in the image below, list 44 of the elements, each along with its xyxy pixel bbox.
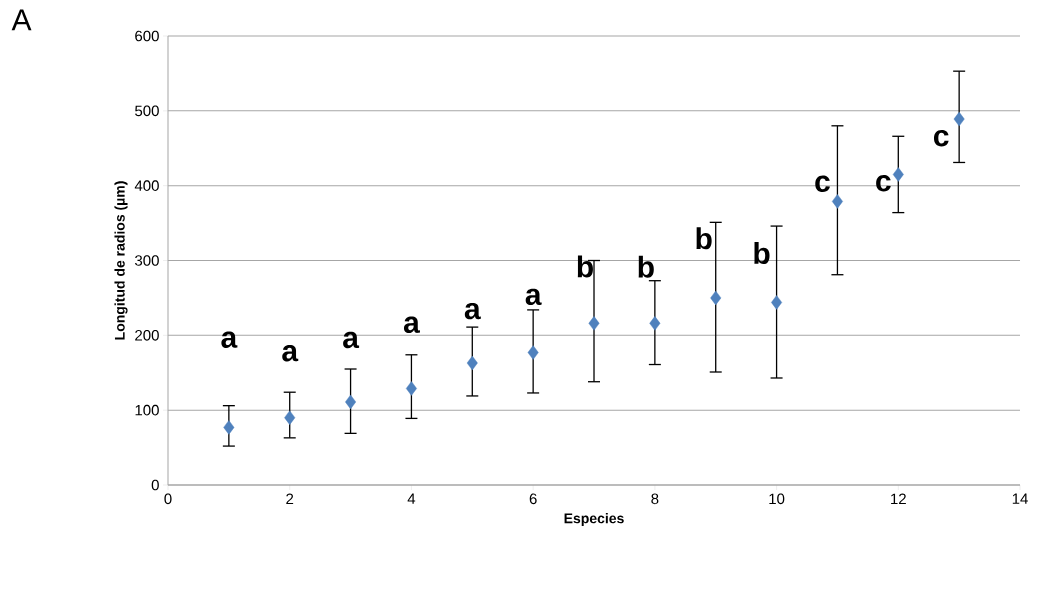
y-tick-label: 200 <box>135 330 159 341</box>
x-axis-title: Especies <box>564 513 624 527</box>
x-tick-label: 0 <box>164 493 172 505</box>
annotation: c <box>876 175 891 192</box>
annotation: a <box>525 288 542 306</box>
annotation: c <box>815 175 830 193</box>
annotation: a <box>464 302 481 320</box>
annotation: a <box>403 316 420 334</box>
text: A <box>11 9 32 31</box>
y-tick-label: 500 <box>135 105 159 117</box>
y-tick-label: 600 <box>135 30 159 42</box>
point <box>649 316 661 331</box>
annotation: a <box>221 331 238 348</box>
annotation: b <box>754 242 770 265</box>
annotation: b <box>696 227 712 250</box>
point <box>405 381 417 396</box>
annotation: b <box>577 255 593 278</box>
y-tick-label: 400 <box>134 180 159 191</box>
y-tick-label: 300 <box>135 255 159 266</box>
point <box>345 394 357 410</box>
annotation: b <box>638 255 654 278</box>
point <box>223 420 235 435</box>
x-tick-label: 10 <box>769 493 785 505</box>
x-tick-label: 2 <box>286 493 294 505</box>
point <box>588 316 600 331</box>
x-tick-label: 12 <box>891 493 906 505</box>
point <box>831 194 843 209</box>
point <box>466 355 478 371</box>
point <box>284 410 296 425</box>
annotation: a <box>343 331 360 349</box>
point <box>710 290 722 306</box>
point <box>771 295 783 310</box>
point <box>527 345 539 360</box>
y-axis-title: Longitud de radios (µm) <box>114 181 128 340</box>
x-tick-label: 4 <box>407 493 416 504</box>
y-tick-label: 0 <box>151 479 159 491</box>
y-tick-label: 100 <box>135 404 159 416</box>
point <box>892 167 904 182</box>
annotation: a <box>282 344 299 362</box>
annotation: c <box>933 129 949 147</box>
point <box>953 111 965 127</box>
x-tick-label: 14 <box>1012 493 1028 504</box>
x-tick-label: 8 <box>651 493 659 505</box>
x-tick-label: 6 <box>529 493 537 505</box>
